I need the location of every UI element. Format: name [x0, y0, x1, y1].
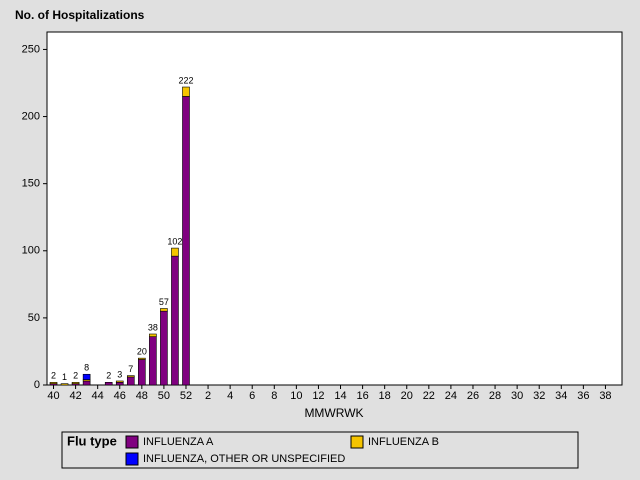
x-tick-label: 26 — [467, 390, 479, 402]
total-label: 222 — [178, 75, 193, 85]
total-label: 102 — [167, 236, 182, 246]
total-label: 1 — [62, 372, 67, 382]
bar-segment — [160, 308, 168, 312]
legend-label: INFLUENZA A — [143, 436, 214, 448]
bar-segment — [115, 382, 124, 386]
y-tick-label: 150 — [22, 178, 40, 190]
x-tick-label: 50 — [158, 390, 170, 402]
x-axis-title: MMWRWK — [304, 406, 363, 420]
x-tick-label: 42 — [69, 390, 81, 402]
y-tick-label: 200 — [22, 110, 40, 122]
total-label: 2 — [106, 371, 111, 381]
x-tick-label: 8 — [271, 390, 277, 402]
legend-swatch — [350, 435, 364, 449]
bar-segment — [104, 382, 113, 386]
bar-segment — [138, 359, 146, 386]
bar-segment — [82, 373, 91, 380]
total-label: 8 — [84, 363, 89, 373]
legend-label: INFLUENZA B — [368, 436, 439, 448]
x-tick-label: 20 — [401, 390, 413, 402]
x-tick-label: 10 — [290, 390, 302, 402]
bar-segment — [149, 333, 157, 337]
x-tick-label: 34 — [555, 390, 567, 402]
bar-segment — [160, 310, 168, 386]
y-tick-label: 250 — [22, 43, 40, 55]
x-tick-label: 14 — [334, 390, 346, 402]
legend-label: INFLUENZA, OTHER OR UNSPECIFIED — [143, 453, 345, 465]
x-tick-label: 16 — [356, 390, 368, 402]
bar-segment — [171, 247, 179, 257]
legend-box — [61, 431, 579, 469]
x-tick-label: 12 — [312, 390, 324, 402]
x-tick-label: 48 — [136, 390, 148, 402]
total-label: 20 — [137, 347, 147, 357]
total-label: 2 — [73, 371, 78, 381]
total-label: 7 — [128, 364, 133, 374]
x-tick-label: 22 — [423, 390, 435, 402]
x-tick-label: 44 — [92, 390, 104, 402]
x-tick-label: 4 — [227, 390, 233, 402]
plot-area — [46, 31, 623, 386]
bar-segment — [182, 96, 190, 386]
y-tick-label: 100 — [22, 245, 40, 257]
total-label: 57 — [159, 297, 169, 307]
y-tick-label: 0 — [34, 379, 40, 391]
total-label: 2 — [51, 371, 56, 381]
x-tick-label: 18 — [379, 390, 391, 402]
bar-segment — [126, 376, 135, 386]
legend-swatch — [125, 452, 139, 466]
x-tick-label: 38 — [599, 390, 611, 402]
x-tick-label: 2 — [205, 390, 211, 402]
x-tick-label: 40 — [47, 390, 59, 402]
bar-segment — [82, 380, 91, 386]
bar-segment — [49, 382, 58, 384]
x-tick-label: 6 — [249, 390, 255, 402]
x-tick-label: 32 — [533, 390, 545, 402]
bar-segment — [171, 255, 179, 386]
bar-segment — [126, 375, 135, 378]
x-tick-label: 24 — [445, 390, 457, 402]
total-label: 38 — [148, 322, 158, 332]
bar-segment — [60, 383, 69, 386]
x-tick-label: 46 — [114, 390, 126, 402]
x-tick-label: 36 — [577, 390, 589, 402]
x-tick-label: 30 — [511, 390, 523, 402]
x-tick-label: 28 — [489, 390, 501, 402]
bar-segment — [149, 336, 157, 386]
total-label: 3 — [117, 369, 122, 379]
bar-segment — [115, 380, 124, 383]
x-tick-label: 52 — [180, 390, 192, 402]
legend-title: Flu type — [67, 433, 117, 448]
bar-segment — [182, 86, 190, 97]
y-axis-title: No. of Hospitalizations — [15, 8, 145, 22]
y-tick-label: 50 — [28, 312, 40, 324]
bar-segment — [71, 382, 80, 384]
bar-segment — [138, 357, 146, 360]
legend-swatch — [125, 435, 139, 449]
